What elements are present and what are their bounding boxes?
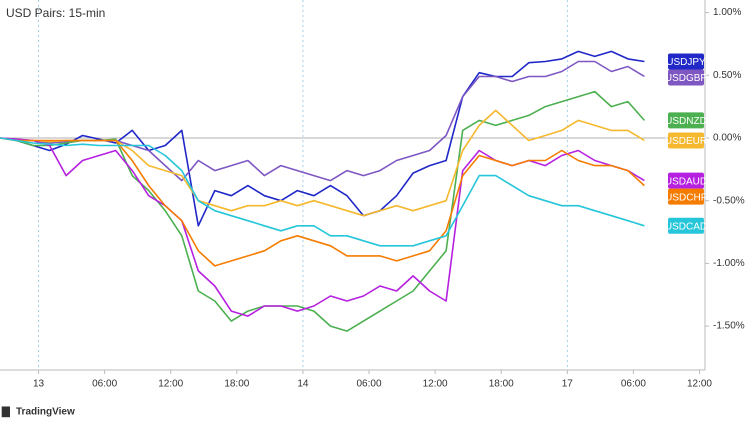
x-tick-label: 12:00 [687, 379, 712, 390]
legend-box [668, 217, 704, 234]
legend-box [668, 188, 704, 205]
x-tick-label: 12:00 [423, 379, 448, 390]
series-line [0, 50, 645, 227]
series-line [0, 137, 645, 267]
x-tick-label: 06:00 [357, 379, 382, 390]
legend-box [668, 172, 704, 189]
series-line [0, 109, 645, 217]
series-line [0, 90, 646, 332]
legend-item: USDAUD [665, 172, 707, 189]
y-tick-label: -1.50% [713, 321, 745, 332]
legend-item: USDJPY [666, 53, 706, 70]
y-tick-label: -1.00% [713, 258, 745, 269]
y-tick-label: -0.50% [713, 195, 745, 206]
legend-label: USDEUR [665, 136, 707, 147]
legend-item: USDGBP [665, 69, 708, 86]
x-tick-label: 12:00 [158, 379, 183, 390]
series-line [0, 60, 645, 182]
x-tick-label: 06:00 [92, 379, 117, 390]
series-line [0, 137, 645, 247]
y-tick-label: 1.00% [713, 7, 741, 18]
x-tick-label: 13 [33, 379, 45, 390]
legend-box [668, 53, 704, 70]
x-tick-label: 18:00 [224, 379, 249, 390]
y-tick-label: 0.00% [713, 133, 741, 144]
legend-label: USDJPY [666, 57, 706, 68]
legend-box [668, 69, 704, 86]
y-tick-label: 0.50% [713, 70, 741, 81]
legend-label: USDGBP [665, 73, 708, 84]
legend-item: USDCHF [665, 188, 707, 205]
legend-box [668, 132, 704, 149]
x-tick-label: 14 [297, 379, 309, 390]
legend-label: USDCAD [665, 221, 707, 232]
legend-label: USDAUD [665, 176, 707, 187]
legend-label: USDNZD [665, 116, 707, 127]
legend-item: USDEUR [665, 132, 707, 149]
series-line [0, 137, 645, 317]
x-tick-label: 06:00 [621, 379, 646, 390]
x-tick-label: 17 [562, 379, 574, 390]
legend-item: USDCAD [665, 217, 707, 234]
source: TradingView [16, 407, 75, 418]
legend-box [668, 112, 704, 129]
x-tick-label: 18:00 [489, 379, 514, 390]
logo: ▇ [1, 406, 10, 418]
legend-item: USDNZD [665, 112, 707, 129]
chart-title: USD Pairs: 15-min [6, 6, 105, 20]
legend-label: USDCHF [665, 192, 707, 203]
